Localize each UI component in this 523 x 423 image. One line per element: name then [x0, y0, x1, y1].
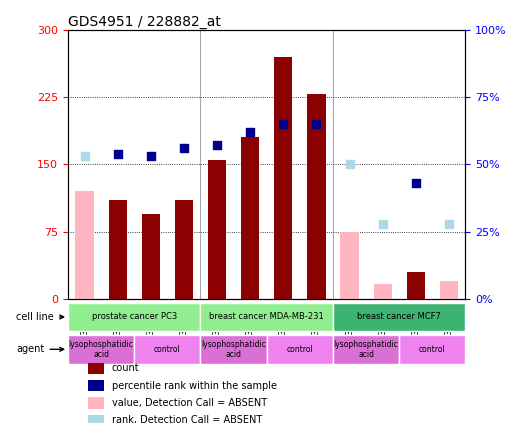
Bar	[274, 57, 292, 299]
Bar	[88, 415, 104, 423]
Bar	[68, 335, 134, 364]
Bar	[308, 94, 325, 299]
Text: lysophosphatidic
acid: lysophosphatidic acid	[201, 340, 266, 359]
Point	[213, 142, 221, 149]
Bar	[333, 302, 465, 331]
Point	[146, 153, 155, 159]
Text: percentile rank within the sample: percentile rank within the sample	[112, 381, 277, 391]
Text: value, Detection Call = ABSENT: value, Detection Call = ABSENT	[112, 398, 267, 408]
Point	[246, 129, 254, 135]
Text: cell line: cell line	[16, 312, 64, 322]
Bar	[340, 232, 359, 299]
Bar	[88, 380, 104, 391]
Text: GDS4951 / 228882_at: GDS4951 / 228882_at	[68, 14, 221, 29]
Text: count: count	[112, 363, 139, 374]
Bar	[373, 284, 392, 299]
Point	[81, 153, 89, 159]
Point	[345, 161, 354, 168]
Point	[445, 220, 453, 227]
Bar	[88, 363, 104, 374]
Bar	[241, 137, 259, 299]
Point	[412, 180, 420, 187]
Bar	[200, 302, 333, 331]
Point	[279, 121, 288, 127]
Bar	[175, 200, 193, 299]
Bar	[88, 397, 104, 409]
Bar	[208, 160, 226, 299]
Bar	[109, 200, 127, 299]
Bar	[134, 335, 200, 364]
Text: lysophosphatidic
acid: lysophosphatidic acid	[69, 340, 133, 359]
Text: agent: agent	[16, 344, 64, 354]
Text: prostate cancer PC3: prostate cancer PC3	[92, 313, 177, 321]
Bar	[399, 335, 465, 364]
Text: control: control	[419, 345, 446, 354]
Bar	[75, 191, 94, 299]
Text: breast cancer MDA-MB-231: breast cancer MDA-MB-231	[209, 313, 324, 321]
Text: lysophosphatidic
acid: lysophosphatidic acid	[334, 340, 399, 359]
Point	[379, 220, 387, 227]
Bar	[200, 335, 267, 364]
Point	[312, 121, 321, 127]
Text: breast cancer MCF7: breast cancer MCF7	[357, 313, 441, 321]
Point	[113, 150, 122, 157]
Text: control: control	[154, 345, 181, 354]
Bar	[68, 302, 200, 331]
Bar	[407, 272, 425, 299]
Point	[180, 145, 188, 151]
Text: control: control	[287, 345, 313, 354]
Bar	[440, 281, 458, 299]
Bar	[142, 214, 160, 299]
Bar	[333, 335, 399, 364]
Bar	[267, 335, 333, 364]
Text: rank, Detection Call = ABSENT: rank, Detection Call = ABSENT	[112, 415, 262, 423]
